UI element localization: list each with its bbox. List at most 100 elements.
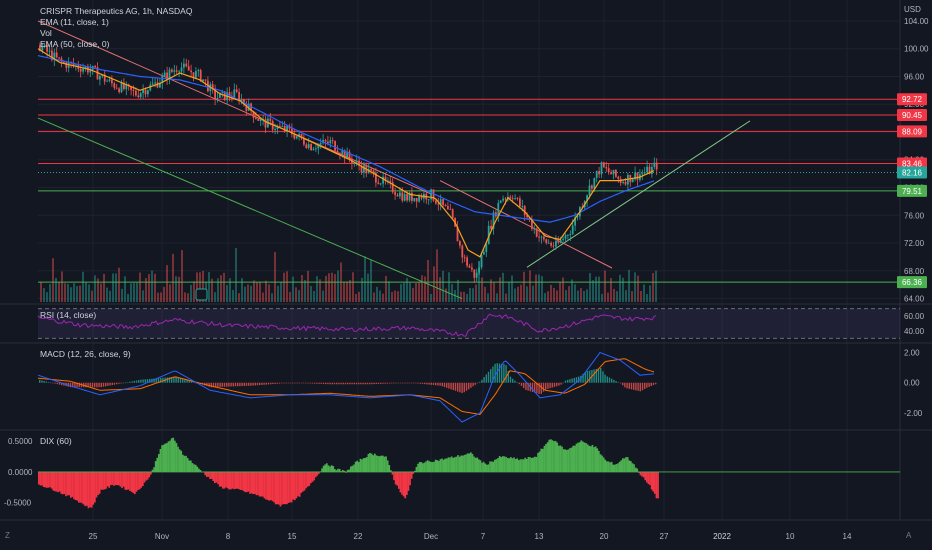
dix-bar	[111, 471, 114, 485]
volume-bar	[106, 287, 108, 302]
dix-bar	[97, 471, 99, 496]
volume-bar	[502, 272, 504, 302]
macd-histogram-bar	[190, 381, 193, 383]
dix-bar	[594, 446, 597, 472]
dix-bar	[407, 471, 410, 491]
macd-histogram-bar	[589, 370, 591, 383]
volume-bar	[52, 258, 54, 302]
dix-bar	[313, 471, 315, 481]
candle-body	[293, 134, 296, 139]
candle-body	[341, 150, 344, 155]
ema-slow-legend[interactable]: EMA (50, close, 0)	[40, 39, 110, 49]
timezone-icon[interactable]: Z	[5, 531, 10, 540]
candle-body	[403, 194, 406, 201]
dix-bar	[76, 471, 79, 501]
dix-bar	[343, 470, 346, 472]
dix-bar	[263, 471, 266, 499]
dix-bar	[114, 471, 117, 486]
macd-histogram-bar	[540, 382, 542, 394]
candle-body	[552, 245, 555, 247]
dix-bar	[430, 461, 432, 472]
macd-histogram-bar	[518, 382, 520, 385]
macd-histogram-bar	[617, 382, 619, 383]
volume-bar	[136, 282, 138, 302]
dix-bar	[534, 456, 536, 472]
dix-bar	[89, 471, 91, 508]
volume-bar	[367, 273, 369, 302]
volume-legend[interactable]: Vol	[40, 28, 52, 38]
dix-bar	[593, 447, 595, 472]
dix-bar	[298, 471, 301, 497]
macd-histogram-bar	[342, 382, 344, 385]
dix-bar	[354, 461, 357, 472]
dix-bar	[606, 461, 608, 472]
time-axis-label: 10	[786, 532, 795, 541]
dix-bar	[52, 471, 55, 491]
macd-histogram-bar	[122, 382, 124, 384]
candle-body	[245, 104, 248, 111]
candle-body	[430, 189, 432, 200]
macd-histogram-bar	[102, 382, 105, 387]
volume-bar	[319, 279, 321, 302]
auto-scale-icon[interactable]: A	[906, 531, 912, 540]
dix-bar	[316, 471, 319, 476]
volume-bar	[355, 293, 357, 302]
candle-body	[370, 169, 372, 171]
candle-body	[125, 84, 128, 90]
currency-label[interactable]: USD	[904, 5, 921, 14]
dix-bar	[487, 464, 490, 472]
dix-bar	[566, 449, 568, 472]
volume-bar	[118, 267, 120, 302]
dix-bar	[217, 471, 219, 485]
dix-bar	[647, 471, 650, 485]
dix-pane-label[interactable]: DIX (60)	[40, 436, 72, 446]
dix-bar	[591, 444, 594, 472]
dix-bar	[172, 437, 175, 472]
volume-bar	[46, 292, 48, 302]
volume-bar	[82, 271, 84, 302]
rsi-pane-label[interactable]: RSI (14, close)	[40, 310, 97, 320]
dix-axis-label: 0.5000	[8, 437, 33, 446]
macd-histogram-bar	[630, 382, 633, 390]
candle-body	[147, 90, 149, 95]
candle-body	[427, 199, 430, 201]
dix-bar	[559, 445, 562, 472]
volume-bar	[553, 287, 555, 302]
dix-bar	[516, 458, 519, 472]
volume-bar	[496, 293, 498, 302]
symbol-title[interactable]: CRISPR Therapeutics AG, 1h, NASDAQ	[40, 6, 193, 16]
dix-bar	[218, 471, 221, 487]
volume-bar	[211, 278, 213, 302]
dix-bar	[442, 459, 445, 472]
candle-body	[257, 118, 260, 121]
macd-histogram-bar	[373, 382, 375, 385]
candle-body	[264, 118, 267, 128]
volume-bar	[187, 293, 189, 302]
dix-bar	[142, 471, 144, 487]
macd-histogram-bar	[375, 382, 377, 385]
dix-bar	[577, 442, 579, 472]
dix-bar	[121, 471, 123, 489]
candle-body	[353, 162, 356, 164]
dix-bar	[130, 471, 133, 492]
dix-bar	[193, 464, 195, 472]
candle-body	[564, 235, 567, 239]
dix-bar	[433, 461, 435, 472]
candle-body	[252, 111, 255, 118]
candle-body	[490, 225, 492, 229]
macd-histogram-bar	[597, 368, 600, 383]
candle-body	[389, 180, 392, 183]
level-price-label: 83.46	[902, 159, 923, 168]
dix-bar	[95, 471, 98, 498]
dix-bar	[302, 471, 304, 492]
ema-fast-legend[interactable]: EMA (11, close, 1)	[40, 17, 109, 27]
dix-bar	[506, 458, 509, 472]
dix-bar	[116, 471, 119, 486]
macd-histogram-bar	[360, 382, 362, 385]
dix-bar	[92, 471, 95, 505]
macd-pane-label[interactable]: MACD (12, 26, close, 9)	[40, 349, 131, 359]
candle-body	[535, 228, 538, 237]
macd-histogram-bar	[516, 382, 518, 383]
volume-bar	[607, 292, 609, 302]
